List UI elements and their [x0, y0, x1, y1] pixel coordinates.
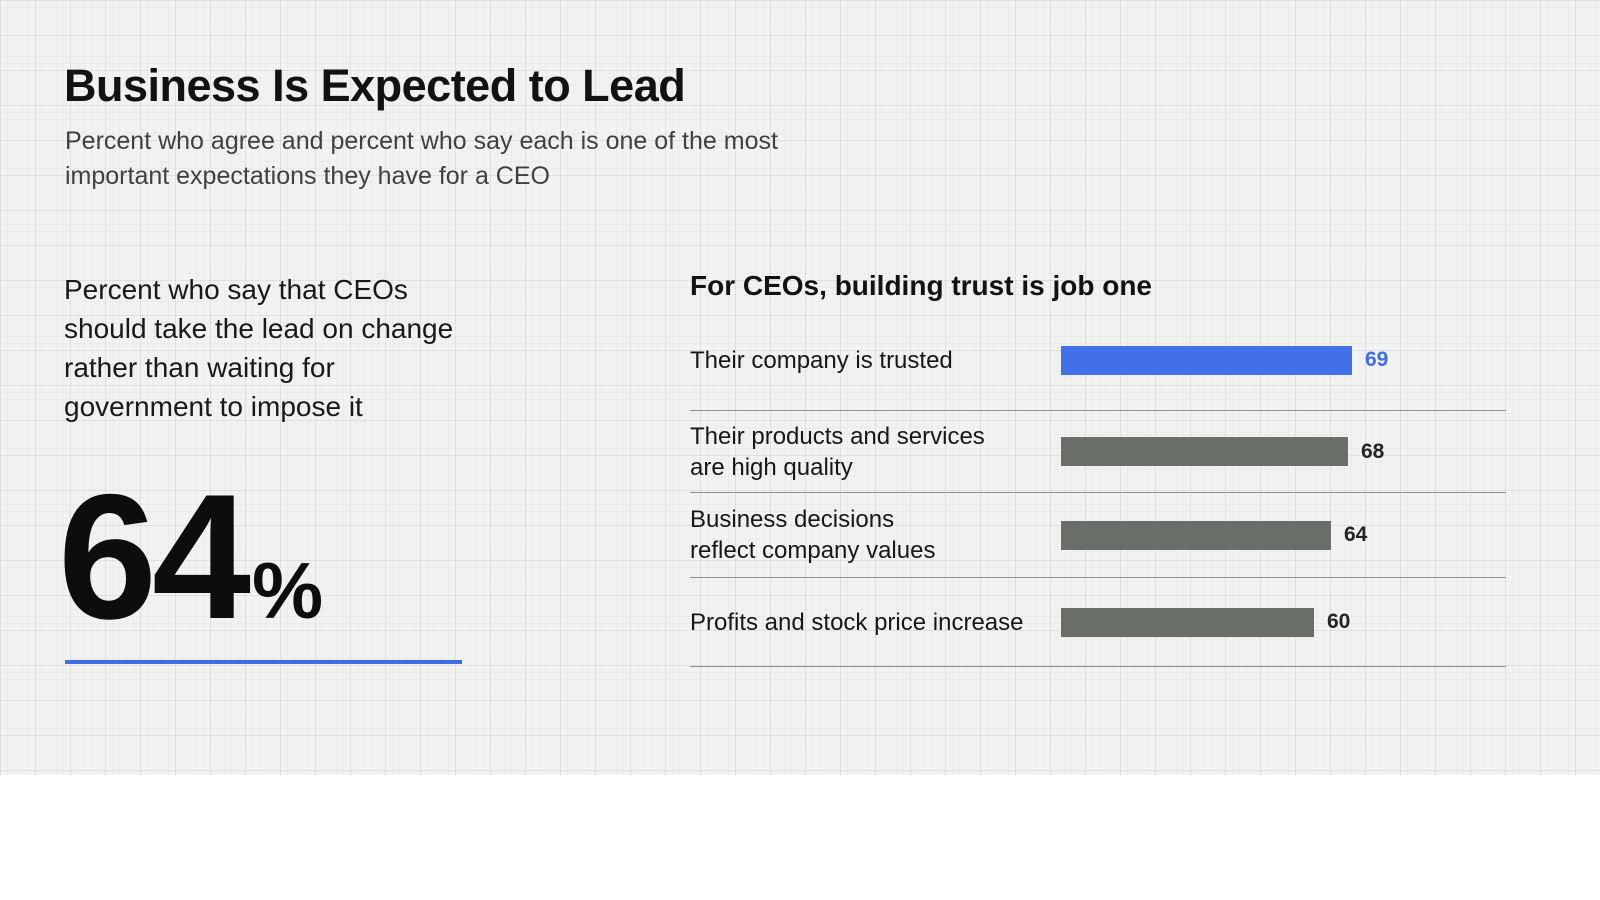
- bar-area: 64: [1061, 520, 1368, 550]
- bar: [1061, 437, 1348, 466]
- stat-description: Percent who say that CEOs should take th…: [64, 274, 454, 422]
- bar-label: Business decisions reflect company value…: [690, 506, 936, 564]
- chart-row: Their company is trusted 69: [690, 310, 1506, 411]
- accent-rule: [65, 660, 462, 664]
- chart-title: For CEOs, building trust is job one: [690, 270, 1152, 301]
- bar-label: Their products and services are high qua…: [690, 422, 985, 481]
- chart-row: Profits and stock price increase 60: [690, 578, 1506, 667]
- bar: [1061, 607, 1314, 637]
- slide-background-grid: [0, 0, 1600, 775]
- bar-value-label: 64: [1344, 523, 1368, 546]
- chart-row: Business decisions reflect company value…: [690, 493, 1506, 578]
- bar: [1061, 345, 1352, 375]
- stat-value: 64: [58, 457, 251, 656]
- bar-label: Their company is trusted: [690, 346, 953, 374]
- bar-value-label: 68: [1361, 439, 1385, 463]
- bar-area: 68: [1061, 437, 1384, 466]
- chart-row: Their products and services are high qua…: [690, 411, 1506, 493]
- footer-band: Source: 2018 Edelman Trust Barometer. CE…: [0, 775, 1600, 900]
- page-title: Business Is Expected to Lead: [64, 60, 686, 111]
- bar-area: 60: [1061, 607, 1351, 637]
- bar: [1061, 520, 1331, 550]
- stat-unit: %: [252, 546, 324, 635]
- page-subtitle: Percent who agree and percent who say ea…: [65, 127, 778, 190]
- bar-area: 69: [1061, 345, 1389, 375]
- big-stat: 64 %: [58, 455, 323, 660]
- bar-value-label: 60: [1327, 610, 1351, 633]
- bar-value-label: 69: [1365, 348, 1389, 371]
- bar-label: Profits and stock price increase: [690, 608, 1024, 636]
